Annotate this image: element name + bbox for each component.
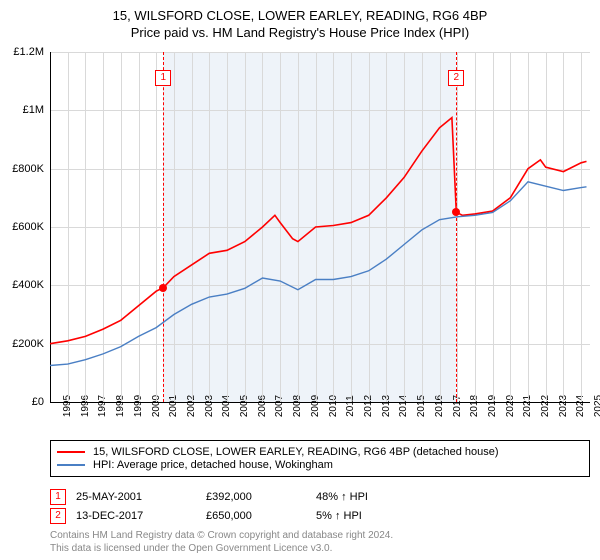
footer-line-2: This data is licensed under the Open Gov… bbox=[50, 543, 590, 556]
series-hpi bbox=[50, 182, 587, 366]
y-tick-label: £400K bbox=[12, 279, 44, 291]
legend-item-hpi: HPI: Average price, detached house, Woki… bbox=[57, 459, 583, 471]
footer-attribution: Contains HM Land Registry data © Crown c… bbox=[50, 530, 590, 555]
series-property bbox=[50, 118, 587, 344]
x-axis bbox=[50, 402, 590, 403]
title-main: 15, WILSFORD CLOSE, LOWER EARLEY, READIN… bbox=[0, 8, 600, 23]
y-tick-label: £600K bbox=[12, 221, 44, 233]
event-date-2: 13-DEC-2017 bbox=[76, 510, 196, 522]
arrow-up-icon: ↑ bbox=[335, 510, 341, 522]
event-badge-2: 2 bbox=[50, 508, 66, 524]
events-table: 1 25-MAY-2001 £392,000 48% ↑ HPI 2 13-DE… bbox=[50, 486, 590, 527]
y-tick-label: £800K bbox=[12, 163, 44, 175]
legend-label-hpi: HPI: Average price, detached house, Woki… bbox=[93, 459, 333, 471]
legend-item-property: 15, WILSFORD CLOSE, LOWER EARLEY, READIN… bbox=[57, 446, 583, 458]
event-date-1: 25-MAY-2001 bbox=[76, 491, 196, 503]
y-tick-label: £200K bbox=[12, 338, 44, 350]
event-price-2: £650,000 bbox=[206, 510, 306, 522]
title-sub: Price paid vs. HM Land Registry's House … bbox=[0, 25, 600, 40]
legend-swatch-property bbox=[57, 451, 85, 453]
event-price-1: £392,000 bbox=[206, 491, 306, 503]
event-row-1: 1 25-MAY-2001 £392,000 48% ↑ HPI bbox=[50, 489, 590, 505]
y-tick-label: £1.2M bbox=[13, 46, 44, 58]
legend-swatch-hpi bbox=[57, 464, 85, 466]
title-block: 15, WILSFORD CLOSE, LOWER EARLEY, READIN… bbox=[0, 0, 600, 40]
event-row-2: 2 13-DEC-2017 £650,000 5% ↑ HPI bbox=[50, 508, 590, 524]
footer-line-1: Contains HM Land Registry data © Crown c… bbox=[50, 530, 590, 543]
event-badge-1: 1 bbox=[50, 489, 66, 505]
chart-container: 15, WILSFORD CLOSE, LOWER EARLEY, READIN… bbox=[0, 0, 600, 560]
series-svg bbox=[50, 52, 590, 402]
chart-area: £0£200K£400K£600K£800K£1M£1.2M1995199619… bbox=[50, 52, 590, 402]
legend: 15, WILSFORD CLOSE, LOWER EARLEY, READIN… bbox=[50, 440, 590, 477]
y-tick-label: £1M bbox=[23, 104, 44, 116]
event-pct-1: 48% ↑ HPI bbox=[316, 491, 396, 503]
y-tick-label: £0 bbox=[32, 396, 44, 408]
legend-label-property: 15, WILSFORD CLOSE, LOWER EARLEY, READIN… bbox=[93, 446, 499, 458]
arrow-up-icon: ↑ bbox=[341, 491, 347, 503]
event-pct-2: 5% ↑ HPI bbox=[316, 510, 396, 522]
